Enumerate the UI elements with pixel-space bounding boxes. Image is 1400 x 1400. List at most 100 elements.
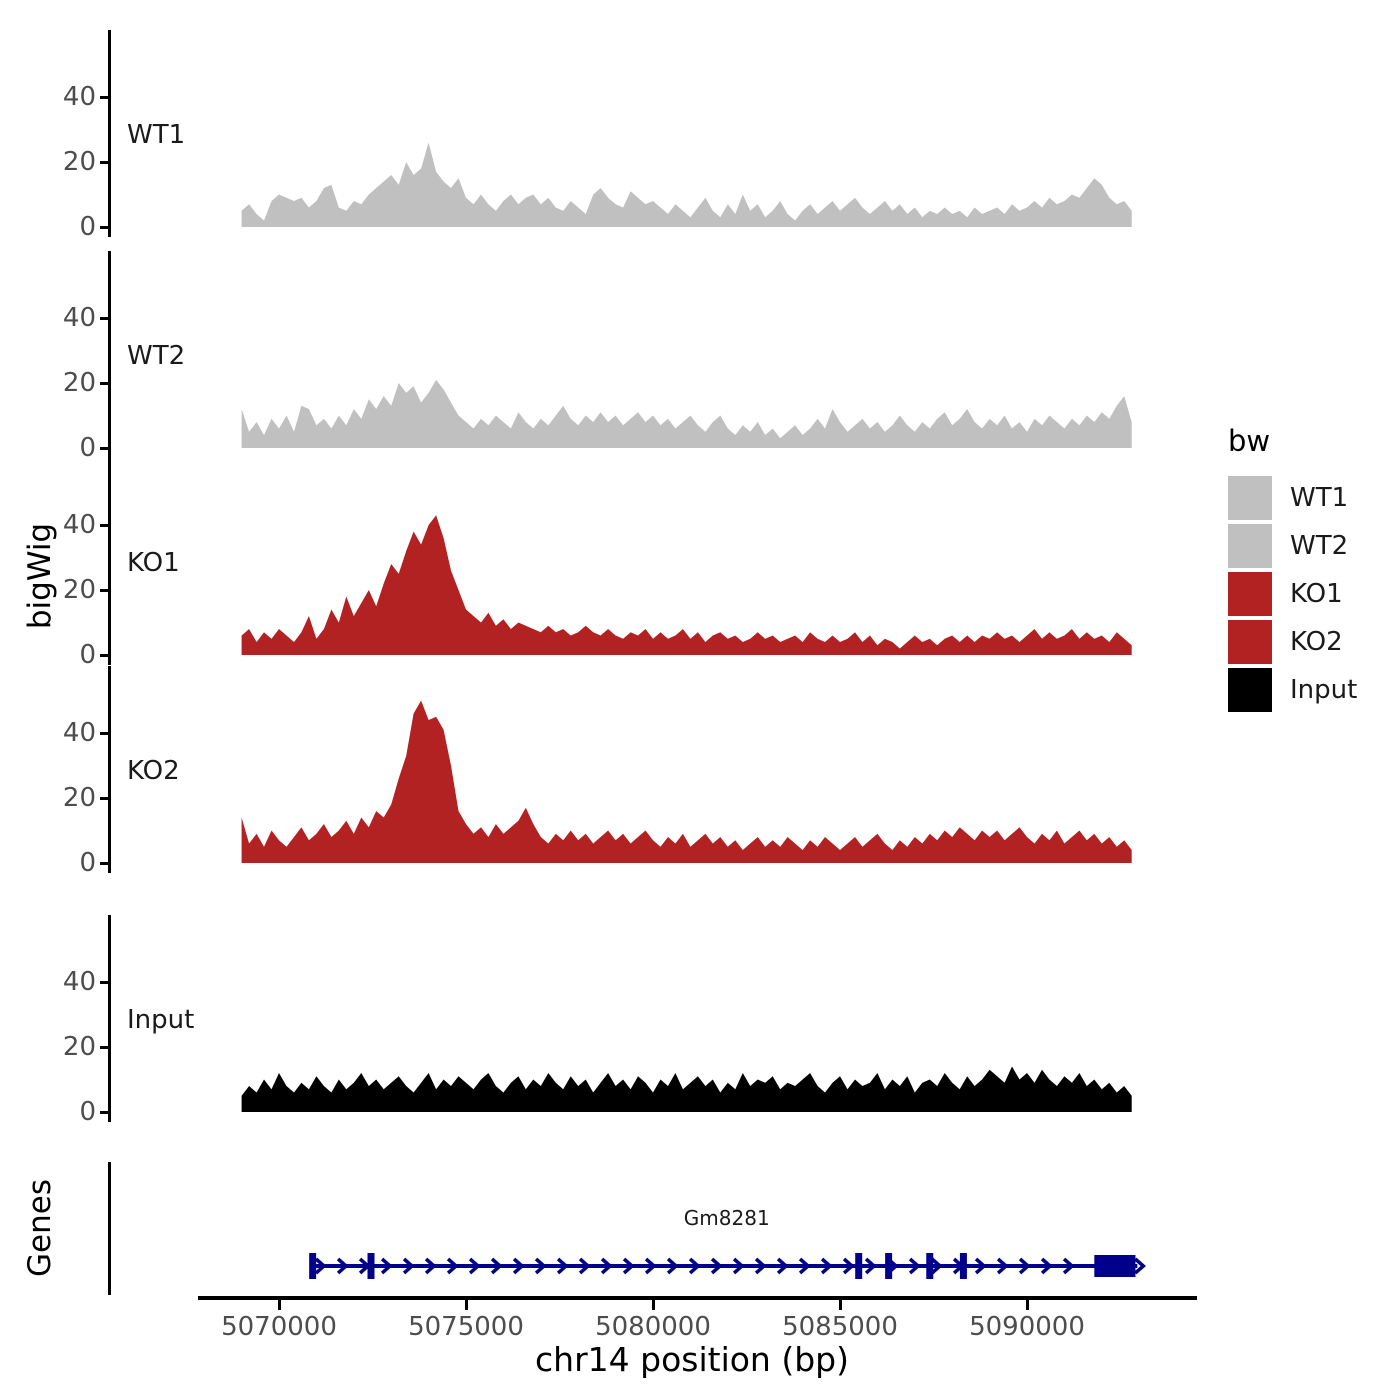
exon-mark	[309, 1253, 317, 1279]
track-KO1-axis-line	[108, 458, 111, 665]
strand-arrow-icon	[446, 1257, 459, 1275]
track-label-Input: Input	[127, 1005, 195, 1035]
legend: bw WT1 WT2 KO1 KO2 Input	[1228, 424, 1357, 716]
legend-swatch-KO1	[1228, 572, 1272, 616]
track-label-WT2: WT2	[127, 341, 186, 371]
track-KO2-ytick-mark-20	[100, 796, 110, 800]
legend-label-WT2: WT2	[1290, 531, 1349, 561]
track-WT2-ytick-label-40: 40	[62, 303, 96, 333]
strand-arrow-icon	[402, 1257, 415, 1275]
track-KO1-ytick-mark-40	[100, 523, 110, 527]
strand-arrow-icon	[666, 1257, 679, 1275]
strand-arrow-icon	[688, 1257, 701, 1275]
track-Input-axis-line	[108, 915, 111, 1122]
strand-arrow-icon	[1040, 1257, 1053, 1275]
exon-mark	[855, 1253, 863, 1279]
gene-model-svg	[309, 1253, 1146, 1279]
track-label-WT1: WT1	[127, 120, 186, 150]
track-label-KO2: KO2	[127, 756, 180, 786]
strand-arrow-icon	[1062, 1257, 1075, 1275]
track-Input-ytick-mark-0	[100, 1110, 110, 1114]
track-Input-ytick-label-0: 0	[79, 1097, 96, 1127]
strand-arrow-icon	[534, 1257, 547, 1275]
track-KO2-ytick-label-20: 20	[62, 783, 96, 813]
strand-arrow-icon	[798, 1257, 811, 1275]
legend-title: bw	[1228, 424, 1271, 458]
track-WT2-ytick-label-0: 0	[79, 433, 96, 463]
strand-arrow-icon	[754, 1257, 767, 1275]
track-WT2-axis-line	[108, 251, 111, 458]
track-WT1-ytick-label-0: 0	[79, 212, 96, 242]
legend-swatch-WT2	[1228, 524, 1272, 568]
strand-arrow-icon	[820, 1257, 833, 1275]
track-label-KO1: KO1	[127, 548, 180, 578]
legend-entry-KO2: KO2	[1228, 620, 1357, 664]
track-WT2-ytick-label-20: 20	[62, 368, 96, 398]
track-KO1-ytick-label-0: 0	[79, 640, 96, 670]
legend-entries: WT1 WT2 KO1 KO2 Input	[1228, 476, 1357, 712]
strand-arrow-icon	[710, 1257, 723, 1275]
strand-arrow-icon	[1018, 1257, 1031, 1275]
strand-arrow-icon	[424, 1257, 437, 1275]
legend-entry-WT2: WT2	[1228, 524, 1357, 568]
strand-arrow-icon	[622, 1257, 635, 1275]
xtick-label-5080000: 5080000	[595, 1312, 711, 1342]
track-WT1-ytick-mark-40	[100, 95, 110, 99]
strand-arrow-icon	[600, 1257, 613, 1275]
legend-entry-KO1: KO1	[1228, 572, 1357, 616]
track-Input-ytick-mark-20	[100, 1045, 110, 1049]
strand-arrow-icon	[996, 1257, 1009, 1275]
xtick-label-5085000: 5085000	[782, 1312, 898, 1342]
strand-arrow-icon	[644, 1257, 657, 1275]
track-WT1-ytick-label-40: 40	[62, 82, 96, 112]
x-axis-line	[198, 1296, 1197, 1300]
track-KO2-ytick-mark-0	[100, 861, 110, 865]
strand-arrow-icon	[490, 1257, 503, 1275]
xtick-mark-5070000	[277, 1300, 281, 1310]
legend-swatch-WT1	[1228, 476, 1272, 520]
track-WT1-axis-line	[108, 30, 111, 237]
strand-arrow-icon	[974, 1257, 987, 1275]
strand-arrow-icon	[314, 1257, 327, 1275]
legend-entry-Input: Input	[1228, 668, 1357, 712]
track-WT1-ytick-mark-20	[100, 160, 110, 164]
track-area-WT1	[241, 142, 1132, 227]
track-KO1-ytick-mark-0	[100, 653, 110, 657]
xtick-mark-5090000	[1025, 1300, 1029, 1310]
xtick-mark-5085000	[838, 1300, 842, 1310]
track-area-KO1	[241, 515, 1132, 655]
track-WT2-ytick-mark-40	[100, 316, 110, 320]
track-KO1-ytick-label-40: 40	[62, 510, 96, 540]
track-Input-ytick-label-20: 20	[62, 1032, 96, 1062]
strand-arrow-icon	[908, 1257, 921, 1275]
strand-arrow-icon	[336, 1257, 349, 1275]
strand-arrow-icon	[732, 1257, 745, 1275]
legend-label-WT1: WT1	[1290, 483, 1349, 513]
track-WT2-ytick-mark-20	[100, 381, 110, 385]
track-area-Input	[241, 1066, 1132, 1112]
legend-label-KO2: KO2	[1290, 627, 1343, 657]
track-KO1-ytick-mark-20	[100, 588, 110, 592]
track-KO2-ytick-label-40: 40	[62, 718, 96, 748]
xtick-label-5090000: 5090000	[969, 1312, 1085, 1342]
strand-arrow-icon	[380, 1257, 393, 1275]
xtick-mark-5080000	[651, 1300, 655, 1310]
legend-label-KO1: KO1	[1290, 579, 1343, 609]
exon-mark	[959, 1253, 967, 1279]
strand-arrow-icon	[578, 1257, 591, 1275]
strand-arrow-icon	[468, 1257, 481, 1275]
strand-arrow-icon	[556, 1257, 569, 1275]
xtick-label-5075000: 5075000	[408, 1312, 524, 1342]
track-WT1-ytick-mark-0	[100, 225, 110, 229]
exon-mark	[367, 1253, 375, 1279]
track-area-KO2	[241, 700, 1132, 863]
track-WT1-ytick-label-20: 20	[62, 147, 96, 177]
strand-arrow-icon	[842, 1257, 855, 1275]
track-KO2-ytick-mark-40	[100, 731, 110, 735]
track-Input-ytick-mark-40	[100, 980, 110, 984]
terminal-exon-box	[1094, 1255, 1136, 1277]
strand-arrow-icon	[776, 1257, 789, 1275]
strand-arrow-icon	[1134, 1257, 1146, 1275]
exon-mark	[926, 1253, 934, 1279]
